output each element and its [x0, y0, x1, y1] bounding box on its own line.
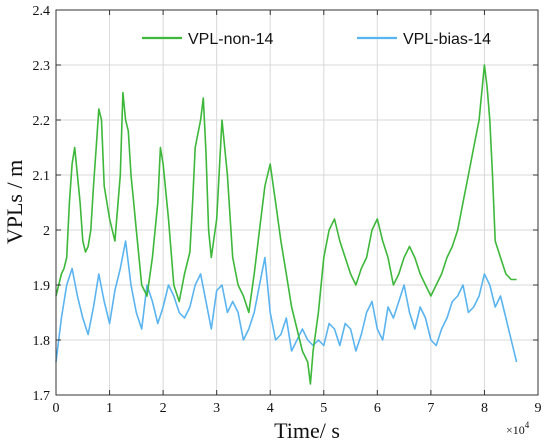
legend-label-non: VPL-non-14 [188, 31, 273, 48]
plot-background [56, 10, 538, 395]
x-multiplier-exponent: 4 [525, 420, 530, 430]
x-multiplier-base: ×10 [506, 423, 525, 437]
x-multiplier: ×104 [506, 420, 530, 437]
legend: VPL-non-14 VPL-bias-14 [142, 31, 491, 48]
series-line-bias [55, 240, 518, 363]
ticks [55, 9, 539, 396]
y-tick-label: 1.9 [33, 279, 51, 294]
x-tick-label: 0 [53, 401, 60, 416]
y-tick-label: 1.8 [33, 334, 51, 349]
x-tick-label: 9 [535, 401, 542, 416]
plot-frame [55, 9, 539, 396]
y-tick-label: 1.7 [33, 389, 51, 404]
y-tick-label: 2.1 [33, 169, 51, 184]
x-axis-title: Time/ s [274, 418, 340, 442]
x-tick-label: 7 [427, 401, 434, 416]
x-tick-label: 3 [213, 401, 220, 416]
x-tick-label: 6 [374, 401, 381, 416]
y-tick-label: 2 [43, 224, 50, 239]
y-tick-label: 2.3 [33, 59, 51, 74]
series-layer [55, 64, 518, 385]
x-tick-label: 4 [267, 401, 274, 416]
y-tick-label: 2.4 [33, 4, 51, 19]
x-tick-label: 8 [481, 401, 488, 416]
tick-labels: 0 1 2 3 4 5 6 7 8 9 1.7 1.8 1.9 2 2.1 2.2 2.3 2.4 [33, 4, 542, 416]
x-tick-label: 1 [106, 401, 113, 416]
y-axis-title: VPLs / m [2, 160, 27, 244]
x-tick-label: 5 [320, 401, 327, 416]
y-tick-label: 2.2 [33, 114, 51, 129]
legend-label-bias: VPL-bias-14 [403, 31, 491, 48]
series-line-non [55, 64, 517, 385]
x-tick-label: 2 [160, 401, 167, 416]
